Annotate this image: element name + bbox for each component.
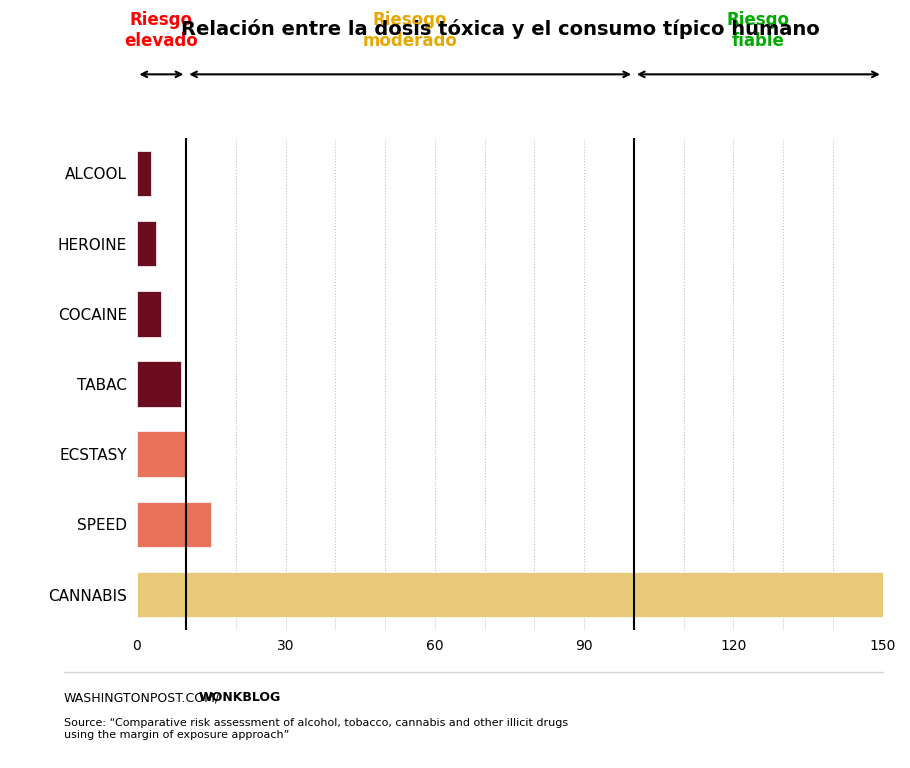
Text: Riesogo
moderado: Riesogo moderado bbox=[363, 11, 458, 50]
Bar bbox=[136, 291, 161, 336]
Bar bbox=[136, 151, 151, 196]
Text: Source: “Comparative risk assessment of alcohol, tobacco, cannabis and other ill: Source: “Comparative risk assessment of … bbox=[64, 718, 568, 740]
Bar bbox=[136, 502, 211, 548]
Text: Riesgo
fiable: Riesgo fiable bbox=[727, 11, 790, 50]
Bar bbox=[136, 432, 187, 477]
Text: Riesgo
elevado: Riesgo elevado bbox=[125, 11, 198, 50]
Text: WONKBLOG: WONKBLOG bbox=[198, 691, 280, 704]
Text: WASHINGTONPOST.COM/: WASHINGTONPOST.COM/ bbox=[64, 691, 220, 704]
Bar bbox=[136, 361, 181, 407]
Text: Relación entre la dosis tóxica y el consumo típico humano: Relación entre la dosis tóxica y el cons… bbox=[181, 19, 820, 39]
Bar bbox=[136, 220, 157, 266]
Bar bbox=[136, 572, 883, 617]
